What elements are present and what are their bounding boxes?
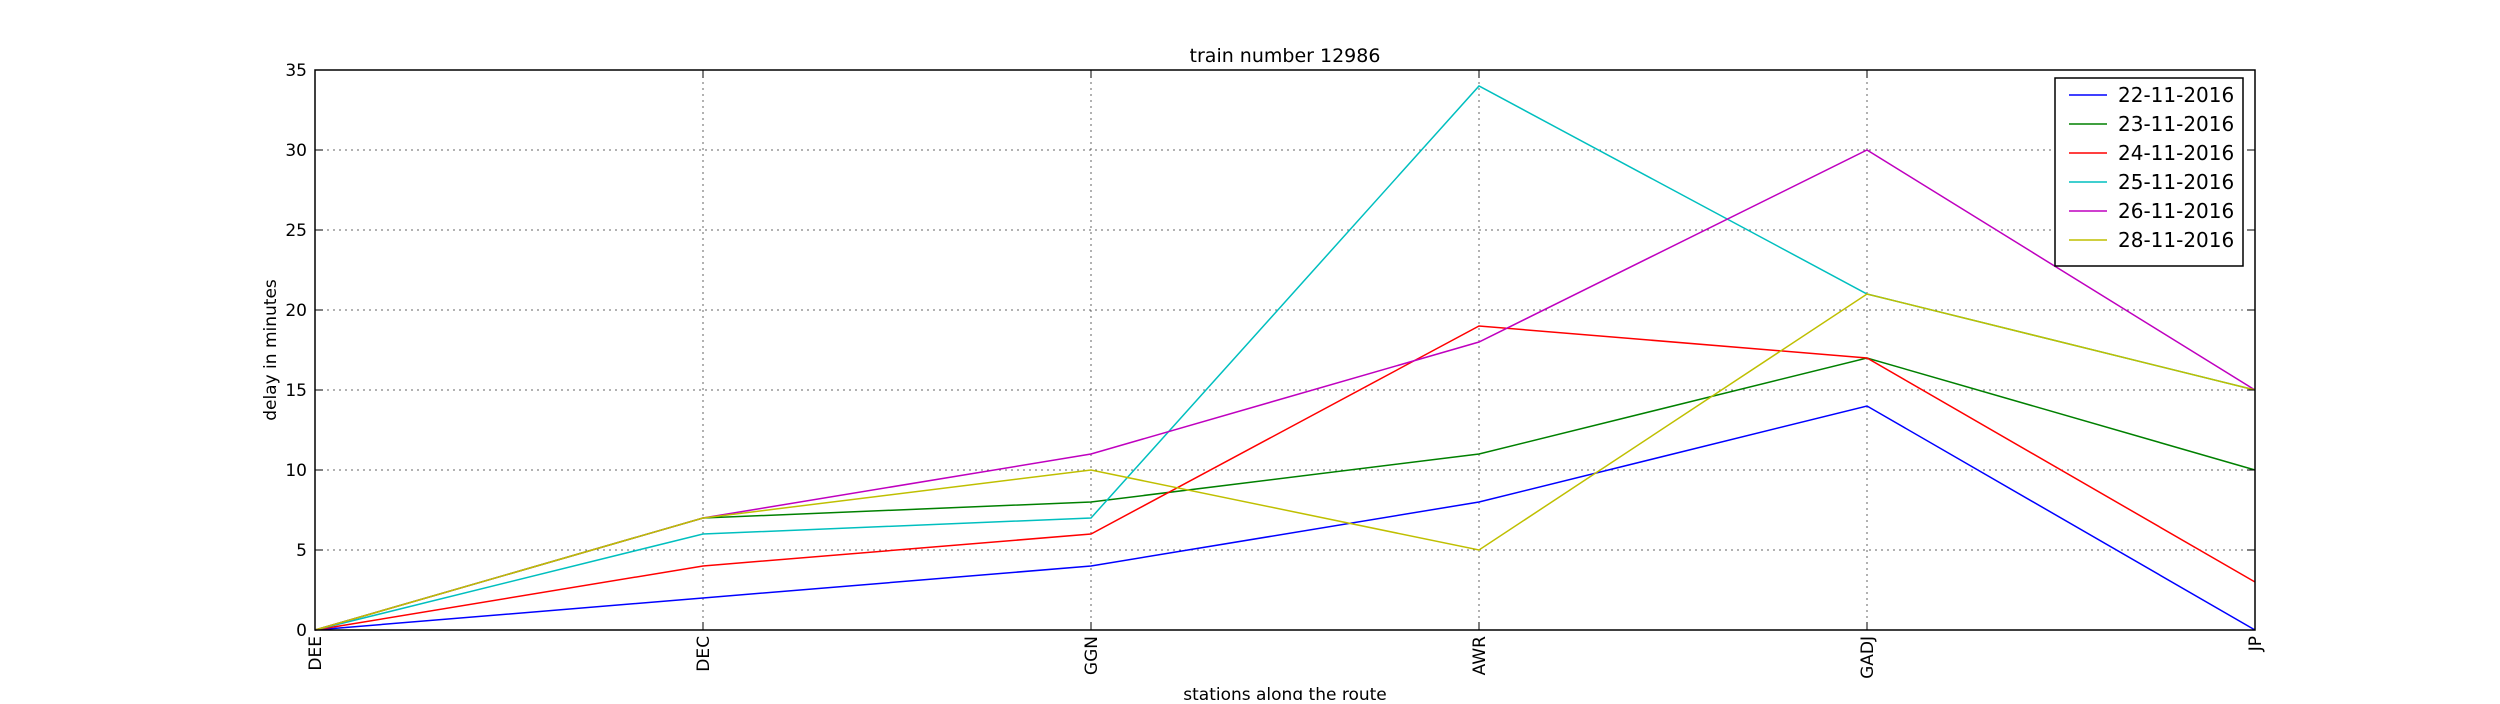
series-lines	[314, 85, 2256, 631]
y-tick-label: 5	[296, 541, 307, 561]
series-line	[314, 85, 2256, 631]
series-line	[314, 325, 2256, 631]
legend-label: 25-11-2016	[2118, 170, 2234, 194]
plot-frame	[314, 69, 2256, 631]
y-tick-label: 25	[285, 221, 307, 241]
x-tick-label: GGN	[1082, 636, 1102, 675]
series-line	[314, 405, 2256, 631]
axis-ticks: 0 5 10 15 20 25 30 35 DEE DEC GGN AWR GADJ JP	[285, 61, 2266, 679]
y-tick-label: 15	[285, 381, 307, 401]
y-tick-label: 20	[285, 301, 307, 321]
x-tick-label: DEE	[306, 636, 326, 671]
y-tick-label: 0	[296, 621, 307, 641]
y-tick-label: 10	[285, 461, 307, 481]
legend: 22-11-2016 23-11-2016 24-11-2016 25-11-2016…	[2054, 77, 2244, 267]
series-line	[314, 293, 2256, 631]
series-line	[314, 357, 2256, 631]
x-tick-label: GADJ	[1858, 636, 1878, 679]
legend-label: 22-11-2016	[2118, 83, 2234, 107]
legend-label: 26-11-2016	[2118, 199, 2234, 223]
legend-label: 23-11-2016	[2118, 112, 2234, 136]
x-tick-label: AWR	[1470, 636, 1490, 676]
legend-box	[2054, 77, 2244, 267]
y-axis-label: delay in minutes	[261, 279, 281, 421]
y-tick-label: 30	[285, 141, 307, 161]
y-tick-label: 35	[285, 61, 307, 81]
legend-label: 24-11-2016	[2118, 141, 2234, 165]
x-tick-label: DEC	[694, 636, 714, 672]
legend-label: 28-11-2016	[2118, 228, 2234, 252]
x-tick-label: JP	[2246, 636, 2266, 652]
chart-title: train number 12986	[1190, 45, 1381, 67]
x-axis-label: stations along the route	[1183, 685, 1387, 700]
